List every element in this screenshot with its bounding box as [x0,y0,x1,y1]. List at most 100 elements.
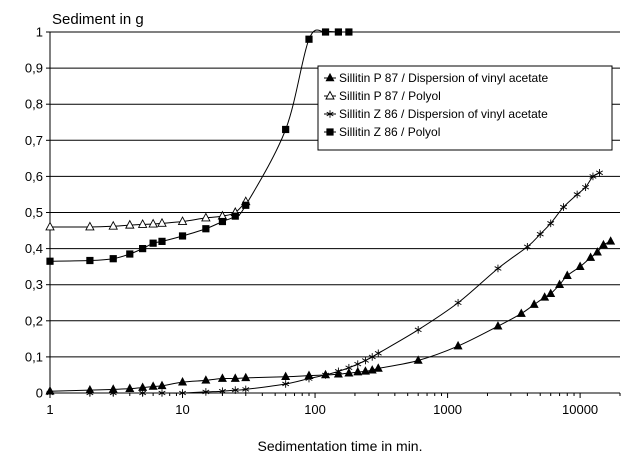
data-point [529,299,539,308]
marker-stroke [282,381,290,387]
y-tick-label: 0,7 [25,133,43,148]
data-point [606,236,616,245]
series-points-sillitin-z-86-dispersion-of-vinyl-acetate [46,168,603,397]
marker-stroke [523,244,531,250]
data-point [201,212,211,222]
y-tick-label: 0,2 [25,313,43,328]
marker-stroke [536,231,544,237]
data-point [536,230,544,238]
series-points-sillitin-p-87-dispersion-of-vinyl-acetate [45,236,616,395]
series-line-sillitin-p-87-dispersion-of-vinyl-acetate [49,240,611,392]
marker-stroke [582,184,590,190]
data-point [562,270,572,279]
data-point [321,28,330,36]
y-tick-label: 0 [36,386,43,401]
data-point [523,242,531,251]
legend-marker [326,110,334,118]
legend-box [317,65,613,151]
data-point [178,377,188,386]
data-point [179,389,187,397]
data-point [46,257,54,265]
data-point [157,380,167,390]
data-point [218,217,227,226]
data-point [361,356,369,365]
data-point [345,28,353,36]
legend-label: Sillitin Z 86 / Dispersion of vinyl acet… [339,107,548,121]
marker-stroke [179,390,187,396]
y-tick-label: 0,1 [25,349,43,364]
marker-stroke [368,354,376,360]
marker-stroke [322,372,330,378]
data-point [85,221,95,231]
marker-stroke [414,327,422,333]
series-points-sillitin-z-86-polyol [46,28,353,265]
data-point [546,288,556,298]
data-point [354,360,362,368]
data-point [139,245,147,253]
data-point [158,389,166,397]
y-tick-label: 0,8 [25,97,43,112]
data-point [374,349,382,358]
x-tick-label: 1000 [433,402,462,417]
data-point [231,212,239,220]
data-point [555,279,565,289]
data-point [137,218,148,228]
data-point [86,256,94,265]
marker-stroke [86,390,94,396]
marker-stroke [139,390,147,396]
data-point [413,355,423,364]
data-point [149,239,157,247]
marker-stroke [354,361,362,367]
legend: Sillitin P 87 / Dispersion of vinyl acet… [317,65,613,151]
marker-stroke [158,390,166,396]
data-point [305,374,313,383]
data-point [148,218,158,228]
marker-stroke [218,388,226,394]
data-point [45,221,55,231]
data-point [281,371,291,381]
data-point [368,353,376,361]
data-point [231,386,239,394]
marker-stroke [589,174,597,179]
marker-layer [45,28,616,397]
data-point [109,255,117,263]
data-point [595,168,603,177]
data-point [108,220,118,230]
data-point [493,321,503,330]
data-point [334,28,342,36]
marker-stroke [242,387,250,392]
data-point [125,219,135,229]
data-point [177,216,188,225]
x-axis-title: Sedimentation time in min. [258,438,423,454]
marker-stroke [334,369,342,374]
legend-label: Sillitin P 87 / Polyol [339,89,441,103]
marker-stroke [573,192,581,197]
data-point [322,371,330,379]
y-tick-label: 0,4 [25,241,43,256]
data-point [282,125,290,134]
data-point [158,237,166,245]
legend-item-sillitin-z-86-polyol: Sillitin Z 86 / Polyol [324,125,440,139]
data-point [282,380,290,388]
legend-marker [326,128,334,136]
data-point [86,389,94,397]
marker-stroke [494,266,502,271]
tick-label-layer: 0 0,1 0,2 0,3 0,4 0,5 0,6 0,7 0,8 0,9 1 1 10 100 1000 1… [25,25,598,418]
marker-stroke [109,390,117,396]
data-point [157,217,167,227]
marker-stroke [231,387,239,393]
marker-stroke [345,365,353,371]
legend-item-sillitin-z-86-dispersion-of-vinyl-acetate: Sillitin Z 86 / Dispersion of vinyl acet… [324,107,548,121]
data-point [109,389,117,397]
data-point [218,387,226,395]
data-point [139,389,147,397]
data-point [453,340,463,350]
data-point [178,232,187,240]
data-point [598,239,608,249]
data-point [586,252,596,261]
marker-stroke [560,204,568,210]
data-point [589,172,597,181]
series-points-sillitin-p-87-polyol [45,196,251,231]
marker-stroke [326,111,334,117]
